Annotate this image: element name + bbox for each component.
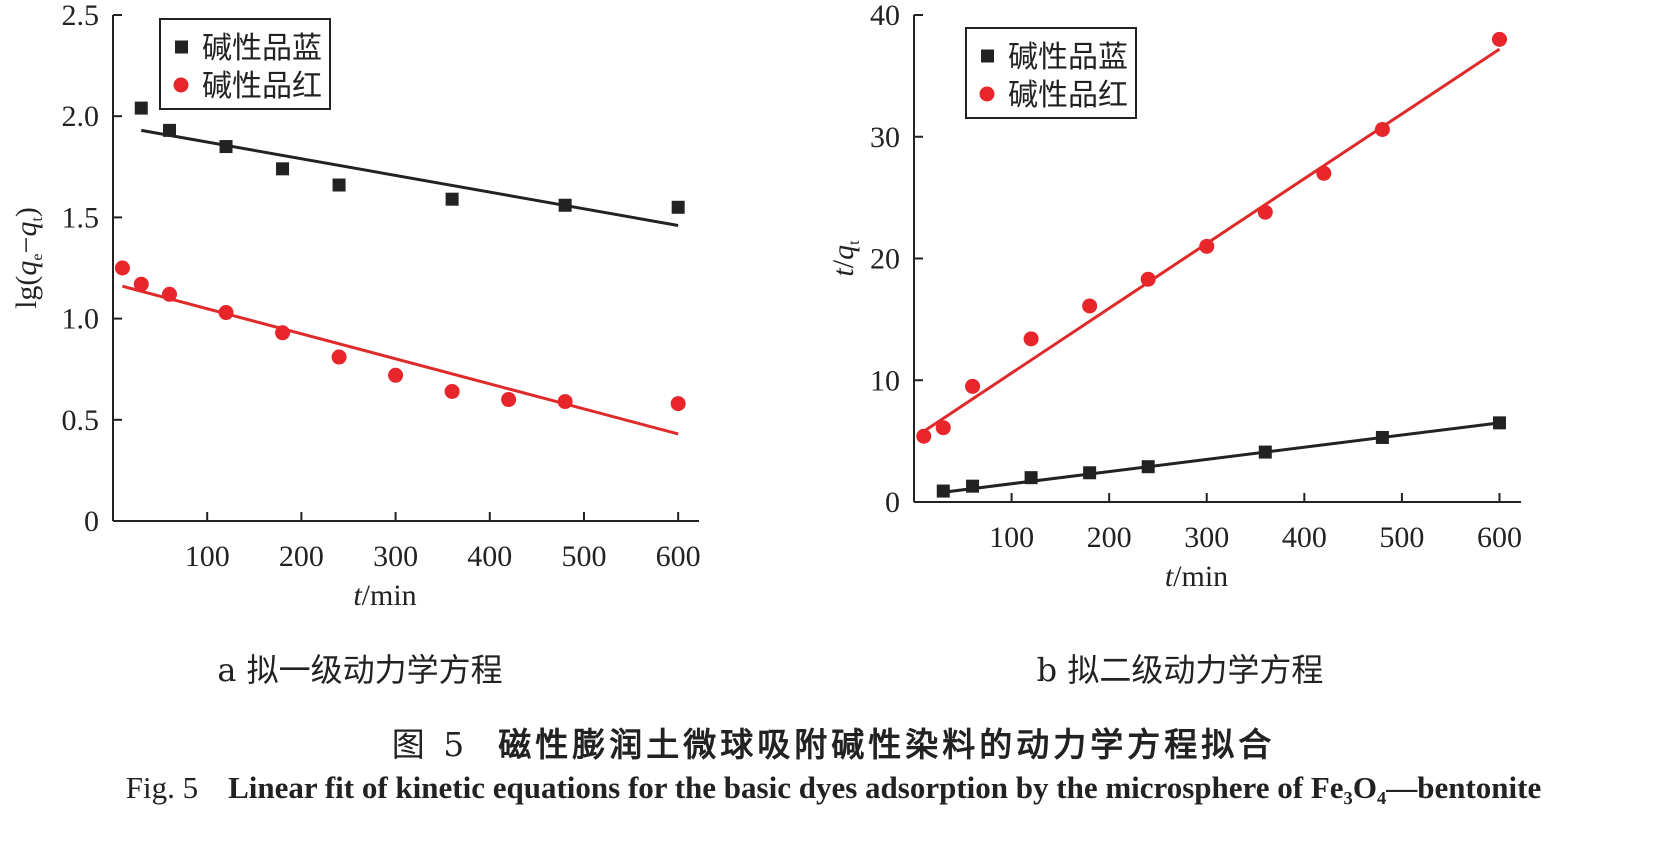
- data-point-basic-blue: [276, 162, 290, 176]
- subcaption-b: b 拟二级动力学方程: [1036, 651, 1324, 689]
- chart-panel-a: 0 0.5 1.0 1.5 2.0 2.5 100 200 300 400 500 600 t/min l…: [10, 0, 701, 612]
- figure-caption-en: Fig. 5 Linear fit of kinetic equations fo…: [0, 770, 1667, 806]
- x-tick-label: 600: [656, 540, 701, 573]
- data-point-basic-fuchsin: [965, 378, 981, 394]
- data-point-basic-blue: [936, 484, 950, 498]
- data-point-basic-fuchsin: [1374, 121, 1390, 137]
- data-point-basic-fuchsin: [114, 260, 130, 276]
- data-point-basic-fuchsin: [1316, 165, 1332, 181]
- data-point-basic-fuchsin: [935, 420, 951, 436]
- legend-box: [159, 18, 331, 110]
- y-tick-label: 1.0: [62, 303, 100, 336]
- x-tick-label: 100: [185, 540, 230, 573]
- legend-marker-square: [175, 40, 188, 54]
- fit-line-basic-fuchsin: [122, 284, 679, 436]
- legend-box: [965, 27, 1137, 119]
- data-point-basic-fuchsin: [916, 428, 932, 444]
- y-tick-label: 0: [84, 505, 99, 538]
- data-point-basic-fuchsin: [1140, 271, 1156, 287]
- data-point-basic-blue: [966, 479, 980, 493]
- data-point-basic-fuchsin: [388, 367, 404, 383]
- legend-label: 碱性品红: [1008, 79, 1128, 112]
- figure-caption-cn: 图 5 磁性膨润土微球吸附碱性染料的动力学方程拟合: [0, 718, 1667, 766]
- data-point-basic-blue: [1141, 460, 1155, 474]
- y-tick-label: 2.5: [62, 0, 100, 32]
- legend-label: 碱性品红: [202, 70, 322, 103]
- legend-label: 碱性品蓝: [1008, 41, 1128, 74]
- data-point-basic-fuchsin: [444, 383, 460, 399]
- y-tick-label: 40: [870, 0, 900, 32]
- x-tick-label: 400: [1282, 521, 1327, 554]
- figure-number-cn: 图 5: [391, 725, 469, 764]
- data-point-basic-fuchsin: [1257, 204, 1273, 220]
- y-tick-label: 30: [870, 121, 900, 154]
- x-tick-label: 500: [561, 540, 606, 573]
- chart-panel-b: 0 10 20 30 40 100 200 300 400 500 600 t/min t/qt 碱性品蓝…: [827, 0, 1522, 593]
- x-tick-label: 200: [279, 540, 324, 573]
- data-point-basic-fuchsin: [1199, 238, 1215, 254]
- y-axis-label: lg(qe−qt): [10, 207, 46, 309]
- y-tick-label: 0: [885, 486, 900, 519]
- x-tick-label: 100: [989, 521, 1034, 554]
- y-tick-label: 2.0: [62, 100, 100, 133]
- figure-number-en: Fig. 5: [125, 770, 199, 805]
- x-tick-label: 300: [373, 540, 418, 573]
- data-point-basic-fuchsin: [1491, 31, 1507, 47]
- x-tick-label: 600: [1477, 521, 1522, 554]
- legend-marker-circle: [173, 77, 189, 93]
- data-point-basic-fuchsin: [1023, 331, 1039, 347]
- data-point-basic-fuchsin: [501, 392, 517, 408]
- x-axis-label: t/min: [1165, 560, 1228, 593]
- data-point-basic-blue: [558, 198, 572, 212]
- y-tick-label: 0.5: [62, 404, 100, 437]
- data-point-basic-blue: [1492, 416, 1506, 430]
- data-point-basic-fuchsin: [331, 349, 347, 365]
- data-point-basic-blue: [219, 140, 233, 154]
- legend-marker-circle: [979, 86, 995, 102]
- data-point-basic-blue: [332, 178, 346, 192]
- data-point-basic-blue: [671, 200, 685, 214]
- caption-text-en: Linear fit of kinetic equations for the …: [228, 770, 1542, 805]
- data-point-basic-fuchsin: [218, 305, 234, 321]
- data-point-basic-fuchsin: [162, 286, 178, 302]
- data-point-basic-blue: [134, 101, 148, 115]
- data-point-basic-blue: [1258, 445, 1272, 459]
- x-tick-label: 200: [1087, 521, 1132, 554]
- data-point-basic-blue: [1375, 430, 1389, 444]
- data-point-basic-blue: [445, 192, 459, 206]
- x-tick-label: 500: [1379, 521, 1424, 554]
- data-point-basic-fuchsin: [133, 276, 149, 292]
- y-tick-label: 10: [870, 364, 900, 397]
- y-tick-label: 1.5: [62, 201, 100, 234]
- data-point-basic-fuchsin: [670, 396, 686, 412]
- data-point-basic-blue: [163, 123, 177, 137]
- data-point-basic-blue: [1083, 466, 1097, 480]
- data-point-basic-fuchsin: [275, 325, 291, 341]
- legend-label: 碱性品蓝: [202, 32, 322, 65]
- y-tick-label: 20: [870, 243, 900, 276]
- y-axis-label: t/qt: [827, 240, 863, 277]
- subcaption-a: a 拟一级动力学方程: [217, 651, 503, 689]
- x-axis-label: t/min: [353, 579, 416, 612]
- legend-marker-square: [981, 49, 994, 63]
- data-point-basic-blue: [1024, 471, 1038, 485]
- data-point-basic-fuchsin: [557, 394, 573, 410]
- data-point-basic-fuchsin: [1082, 298, 1098, 314]
- x-tick-label: 300: [1184, 521, 1229, 554]
- caption-text-cn: 磁性膨润土微球吸附碱性染料的动力学方程拟合: [498, 725, 1276, 764]
- fit-line-basic-fuchsin: [922, 47, 1501, 433]
- x-tick-label: 400: [467, 540, 512, 573]
